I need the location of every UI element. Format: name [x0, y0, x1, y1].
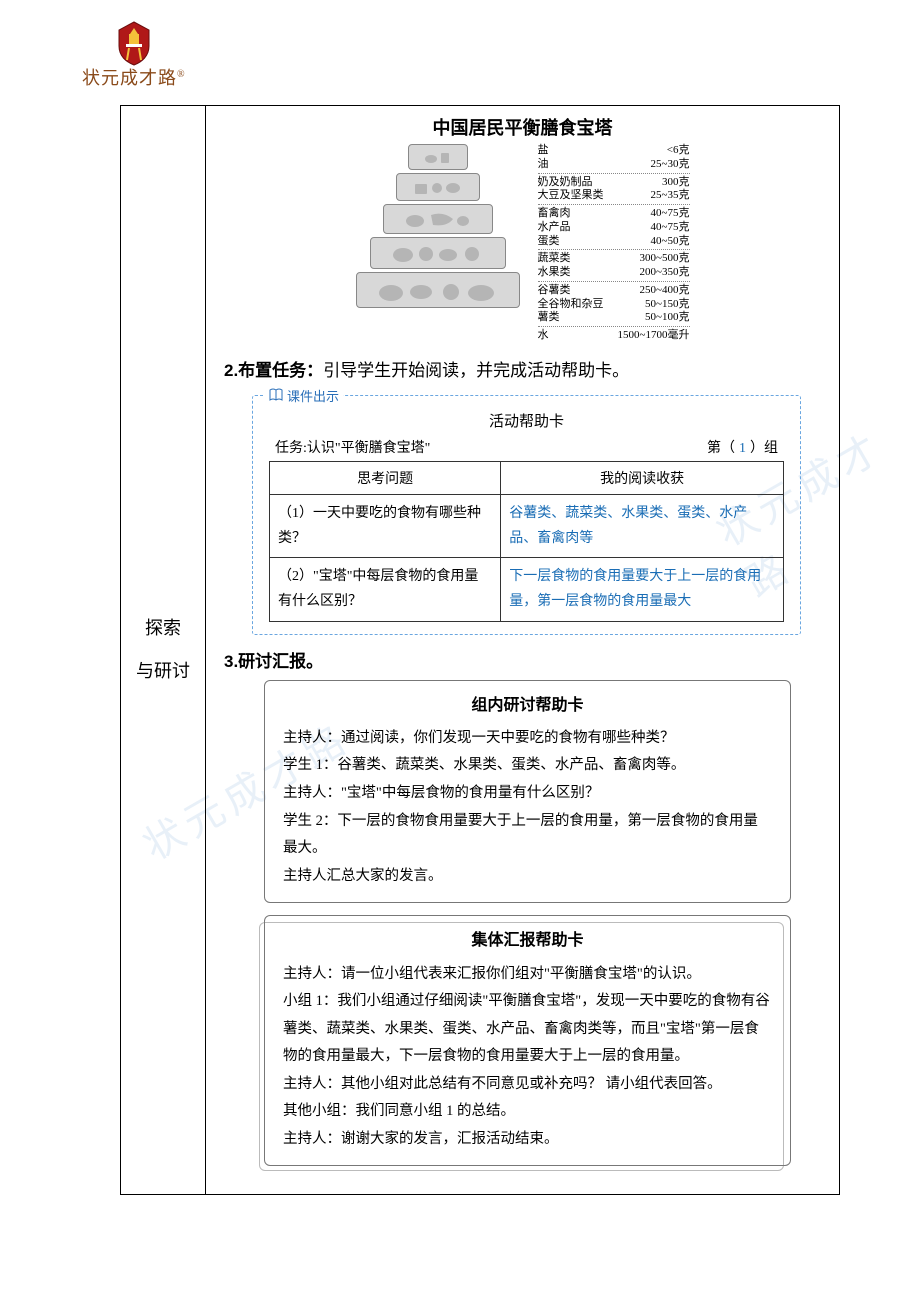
pagoda-label-row: 谷薯类全谷物和杂豆薯类250~400克50~150克50~100克 — [538, 284, 690, 327]
water-name: 水 — [538, 329, 616, 343]
table-row: （2）"宝塔"中每层食物的食用量有什么区别？下一层食物的食用量要大于上一层的食用… — [270, 558, 784, 621]
answer-cell: 下一层食物的食用量要大于上一层的食用量，第一层食物的食用量最大 — [501, 558, 784, 621]
tier-names: 蔬菜类水果类 — [538, 252, 616, 280]
collective-report-card: 集体汇报帮助卡 主持人：请一位小组代表来汇报你们组对"平衡膳食宝塔"的认识。小组… — [264, 915, 791, 1166]
pagoda-tier — [396, 173, 480, 201]
logo-text: 状元成才路® — [82, 64, 186, 90]
tier-names: 谷薯类全谷物和杂豆薯类 — [538, 284, 616, 325]
section-3-heading: 3.研讨汇报。 — [224, 647, 821, 672]
group-prefix: 第（ — [707, 441, 735, 456]
collective-card-title: 集体汇报帮助卡 — [283, 926, 772, 956]
pagoda-label-row: 奶及奶制品大豆及坚果类300克25~35克 — [538, 176, 690, 206]
pagoda-label-row: 畜禽肉水产品蛋类40~75克40~75克40~50克 — [538, 207, 690, 250]
logo-badge-icon — [116, 20, 152, 66]
group-discussion-card: 组内研讨帮助卡 主持人：通过阅读，你们发现一天中要吃的食物有哪些种类？学生 1：… — [264, 680, 791, 904]
food-pagoda: 盐油<6克25~30克奶及奶制品大豆及坚果类300克25~35克畜禽肉水产品蛋类… — [224, 144, 821, 346]
pagoda-label-row: 蔬菜类水果类300~500克200~350克 — [538, 252, 690, 282]
content-column: 中国居民平衡膳食宝塔 盐油<6克25~30克奶及奶制品大豆及坚果类300克25~… — [206, 106, 839, 1194]
water-amount: 1500~1700毫升 — [616, 329, 690, 343]
tier-amounts: 250~400克50~150克50~100克 — [616, 284, 690, 325]
dialogue-line: 主持人：通过阅读，你们发现一天中要吃的食物有哪些种类？ — [283, 725, 772, 753]
pagoda-labels: 盐油<6克25~30克奶及奶制品大豆及坚果类300克25~35克畜禽肉水产品蛋类… — [538, 144, 690, 346]
pagoda-tier — [356, 272, 520, 308]
pagoda-tier — [383, 204, 493, 234]
question-cell: （1）一天中要吃的食物有哪些种类？ — [270, 494, 501, 557]
dialogue-line: 主持人：其他小组对此总结有不同意见或补充吗？ 请小组代表回答。 — [283, 1071, 772, 1099]
group-suffix: ）组 — [750, 441, 778, 456]
section-label: 探索与研讨 — [121, 106, 206, 1194]
section-2-bold: 2.布置任务： — [224, 361, 323, 380]
tier-amounts: <6克25~30克 — [616, 144, 690, 172]
tier-names: 奶及奶制品大豆及坚果类 — [538, 176, 616, 204]
book-icon — [269, 388, 283, 402]
dialogue-line: 主持人：请一位小组代表来汇报你们组对"平衡膳食宝塔"的认识。 — [283, 961, 772, 989]
dialogue-line: 主持人：谢谢大家的发言，汇报活动结束。 — [283, 1126, 772, 1154]
task-label: 任务:认识"平衡膳食宝塔" — [275, 437, 430, 457]
dialogue-line: 学生 1：谷薯类、蔬菜类、水果类、蛋类、水产品、畜禽肉等。 — [283, 752, 772, 780]
pagoda-water-row: 水1500~1700毫升 — [538, 329, 690, 344]
help-table: 思考问题 我的阅读收获 （1）一天中要吃的食物有哪些种类？谷薯类、蔬菜类、水果类… — [269, 461, 784, 622]
table-row: （1）一天中要吃的食物有哪些种类？谷薯类、蔬菜类、水果类、蛋类、水产品、畜禽肉等 — [270, 494, 784, 557]
courseware-box: 课件出示 活动帮助卡 任务:认识"平衡膳食宝塔" 第（1）组 思考问题 我的阅读… — [252, 395, 801, 635]
collective-card-body: 主持人：请一位小组代表来汇报你们组对"平衡膳食宝塔"的认识。小组 1：我们小组通… — [283, 961, 772, 1154]
group-card-body: 主持人：通过阅读，你们发现一天中要吃的食物有哪些种类？学生 1：谷薯类、蔬菜类、… — [283, 725, 772, 890]
courseware-tag-text: 课件出示 — [287, 386, 339, 405]
section-3-text: 3.研讨汇报。 — [224, 652, 323, 671]
question-cell: （2）"宝塔"中每层食物的食用量有什么区别？ — [270, 558, 501, 621]
section-2-rest: 引导学生开始阅读，并完成活动帮助卡。 — [323, 361, 629, 380]
tier-amounts: 40~75克40~75克40~50克 — [616, 207, 690, 248]
group-indicator: 第（1）组 — [707, 437, 778, 457]
section-2-heading: 2.布置任务：引导学生开始阅读，并完成活动帮助卡。 — [224, 356, 821, 381]
logo-text-label: 状元成才路 — [82, 68, 177, 88]
dialogue-line: 主持人："宝塔"中每层食物的食用量有什么区别？ — [283, 780, 772, 808]
main-frame: 探索与研讨 中国居民平衡膳食宝塔 盐油<6克25~30克奶及奶制品大豆及坚果类3… — [120, 105, 840, 1195]
group-card-title: 组内研讨帮助卡 — [283, 691, 772, 721]
dialogue-line: 小组 1：我们小组通过仔细阅读"平衡膳食宝塔"，发现一天中要吃的食物有谷薯类、蔬… — [283, 988, 772, 1071]
answer-cell: 谷薯类、蔬菜类、水果类、蛋类、水产品、畜禽肉等 — [501, 494, 784, 557]
dialogue-line: 其他小组：我们同意小组 1 的总结。 — [283, 1098, 772, 1126]
th-question: 思考问题 — [270, 461, 501, 494]
tier-amounts: 300~500克200~350克 — [616, 252, 690, 280]
pagoda-shape — [356, 144, 520, 346]
tier-names: 盐油 — [538, 144, 616, 172]
tier-names: 畜禽肉水产品蛋类 — [538, 207, 616, 248]
tier-amounts: 300克25~35克 — [616, 176, 690, 204]
group-number: 1 — [735, 441, 750, 456]
pagoda-title: 中国居民平衡膳食宝塔 — [224, 114, 821, 140]
logo-reg: ® — [177, 69, 186, 80]
pagoda-tier — [370, 237, 506, 269]
pagoda-label-row: 盐油<6克25~30克 — [538, 144, 690, 174]
pagoda-tier — [408, 144, 468, 170]
section-label-text: 探索与研讨 — [136, 607, 190, 693]
brand-logo: 状元成才路® — [82, 20, 186, 90]
dialogue-line: 学生 2：下一层的食物食用量要大于上一层的食用量，第一层食物的食用量最大。 — [283, 808, 772, 863]
courseware-tag: 课件出示 — [265, 386, 343, 405]
dialogue-line: 主持人汇总大家的发言。 — [283, 863, 772, 891]
help-card-title: 活动帮助卡 — [269, 410, 784, 431]
th-answer: 我的阅读收获 — [501, 461, 784, 494]
task-line: 任务:认识"平衡膳食宝塔" 第（1）组 — [269, 437, 784, 461]
